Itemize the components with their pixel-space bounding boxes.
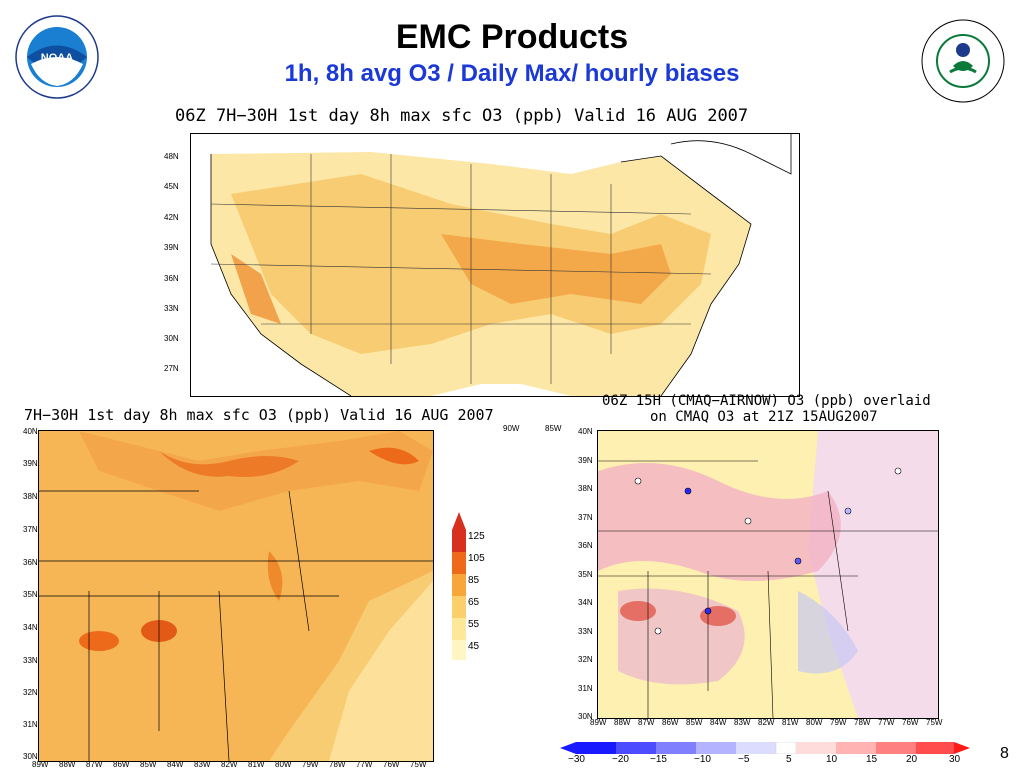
left-colorbar-label: 65 [468, 597, 480, 608]
left-lat-label: 35N [23, 590, 38, 599]
top-lat-label: 45N [164, 182, 179, 191]
right-lon-label: 85W [686, 718, 703, 727]
right-lon-label: 86W [662, 718, 679, 727]
right-lon-label: 80W [806, 718, 823, 727]
right-colorbar-label: 5 [786, 754, 792, 765]
right-colorbar-label: −20 [612, 754, 629, 765]
top-lat-label: 48N [164, 152, 179, 161]
right-colorbar-label: 30 [949, 754, 961, 765]
top-lat-label: 36N [164, 274, 179, 283]
left-lon-label: 82W [221, 760, 238, 769]
left-lat-label: 32N [23, 688, 38, 697]
right-lon-label: 76W [902, 718, 919, 727]
right-colorbar [560, 741, 970, 755]
left-lat-label: 31N [23, 720, 38, 729]
right-lat-label: 30N [578, 712, 593, 721]
left-lon-label: 84W [167, 760, 184, 769]
right-colorbar-label: 20 [906, 754, 918, 765]
right-colorbar-label: 10 [826, 754, 838, 765]
top-map-title: 06Z 7H−30H 1st day 8h max sfc O3 (ppb) V… [175, 106, 749, 126]
slide-title: EMC Products [395, 18, 629, 56]
right-colorbar-label: −15 [650, 754, 667, 765]
left-lon-label: 78W [329, 760, 346, 769]
left-colorbar-label: 85 [468, 575, 480, 586]
noaa-logo: NOAA [14, 14, 100, 100]
left-lon-label: 77W [356, 760, 373, 769]
top-lat-label: 33N [164, 304, 179, 313]
left-lon-label: 86W [113, 760, 130, 769]
left-map-title: 7H−30H 1st day 8h max sfc O3 (ppb) Valid… [24, 406, 494, 424]
left-map [38, 430, 434, 762]
top-lon-label: 85W [545, 424, 562, 433]
slide-subtitle: 1h, 8h avg O3 / Daily Max/ hourly biases [284, 60, 740, 87]
right-lon-label: 83W [734, 718, 751, 727]
left-lon-label: 88W [59, 760, 76, 769]
right-lon-label: 79W [830, 718, 847, 727]
right-lon-label: 77W [878, 718, 895, 727]
right-lat-label: 40N [578, 427, 593, 436]
left-lon-label: 81W [248, 760, 265, 769]
right-lon-label: 89W [590, 718, 607, 727]
right-lon-label: 88W [614, 718, 631, 727]
left-lat-label: 38N [23, 492, 38, 501]
right-colorbar-label: −30 [568, 754, 585, 765]
left-lat-label: 39N [23, 459, 38, 468]
right-lat-label: 33N [578, 627, 593, 636]
right-lat-label: 35N [578, 570, 593, 579]
right-colorbar-label: 15 [866, 754, 878, 765]
left-colorbar-label: 55 [468, 619, 480, 630]
right-map-title-line2: on CMAQ O3 at 21Z 15AUG2007 [650, 409, 878, 425]
top-lat-label: 30N [164, 334, 179, 343]
right-lat-label: 34N [578, 598, 593, 607]
right-lat-label: 38N [578, 484, 593, 493]
left-lon-label: 75W [410, 760, 427, 769]
left-lat-label: 37N [23, 525, 38, 534]
right-lon-label: 75W [926, 718, 943, 727]
top-lat-label: 42N [164, 213, 179, 222]
right-lat-label: 31N [578, 684, 593, 693]
left-lon-label: 87W [86, 760, 103, 769]
top-lon-label: 90W [503, 424, 520, 433]
right-colorbar-label: −5 [738, 754, 750, 765]
right-lon-label: 82W [758, 718, 775, 727]
right-map-title-line1: 06Z 15H (CMAQ−AIRNOW) O3 (ppb) overlaid [602, 393, 931, 409]
right-lon-label: 78W [854, 718, 871, 727]
right-colorbar-label: −10 [694, 754, 711, 765]
page-number: 8 [1000, 745, 1009, 762]
epa-logo [920, 18, 1006, 104]
top-lat-label: 27N [164, 364, 179, 373]
noaa-logo-text: NOAA [41, 52, 73, 64]
left-lat-label: 33N [23, 656, 38, 665]
left-lat-label: 34N [23, 623, 38, 632]
left-lon-label: 80W [275, 760, 292, 769]
left-colorbar [452, 512, 466, 660]
left-lon-label: 85W [140, 760, 157, 769]
top-lat-label: 39N [164, 243, 179, 252]
right-lat-label: 39N [578, 456, 593, 465]
top-map [190, 133, 800, 397]
left-lat-label: 36N [23, 558, 38, 567]
left-colorbar-label: 105 [468, 553, 485, 564]
right-lat-label: 36N [578, 541, 593, 550]
right-lon-label: 87W [638, 718, 655, 727]
right-map [597, 430, 939, 719]
left-lat-label: 40N [23, 427, 38, 436]
right-lon-label: 81W [782, 718, 799, 727]
right-lon-label: 84W [710, 718, 727, 727]
left-lat-label: 30N [23, 752, 38, 761]
left-lon-label: 83W [194, 760, 211, 769]
left-lon-label: 79W [302, 760, 319, 769]
left-lon-label: 76W [383, 760, 400, 769]
left-colorbar-label: 125 [468, 531, 485, 542]
left-lon-label: 89W [32, 760, 49, 769]
left-colorbar-label: 45 [468, 641, 480, 652]
right-lat-label: 37N [578, 513, 593, 522]
right-lat-label: 32N [578, 655, 593, 664]
